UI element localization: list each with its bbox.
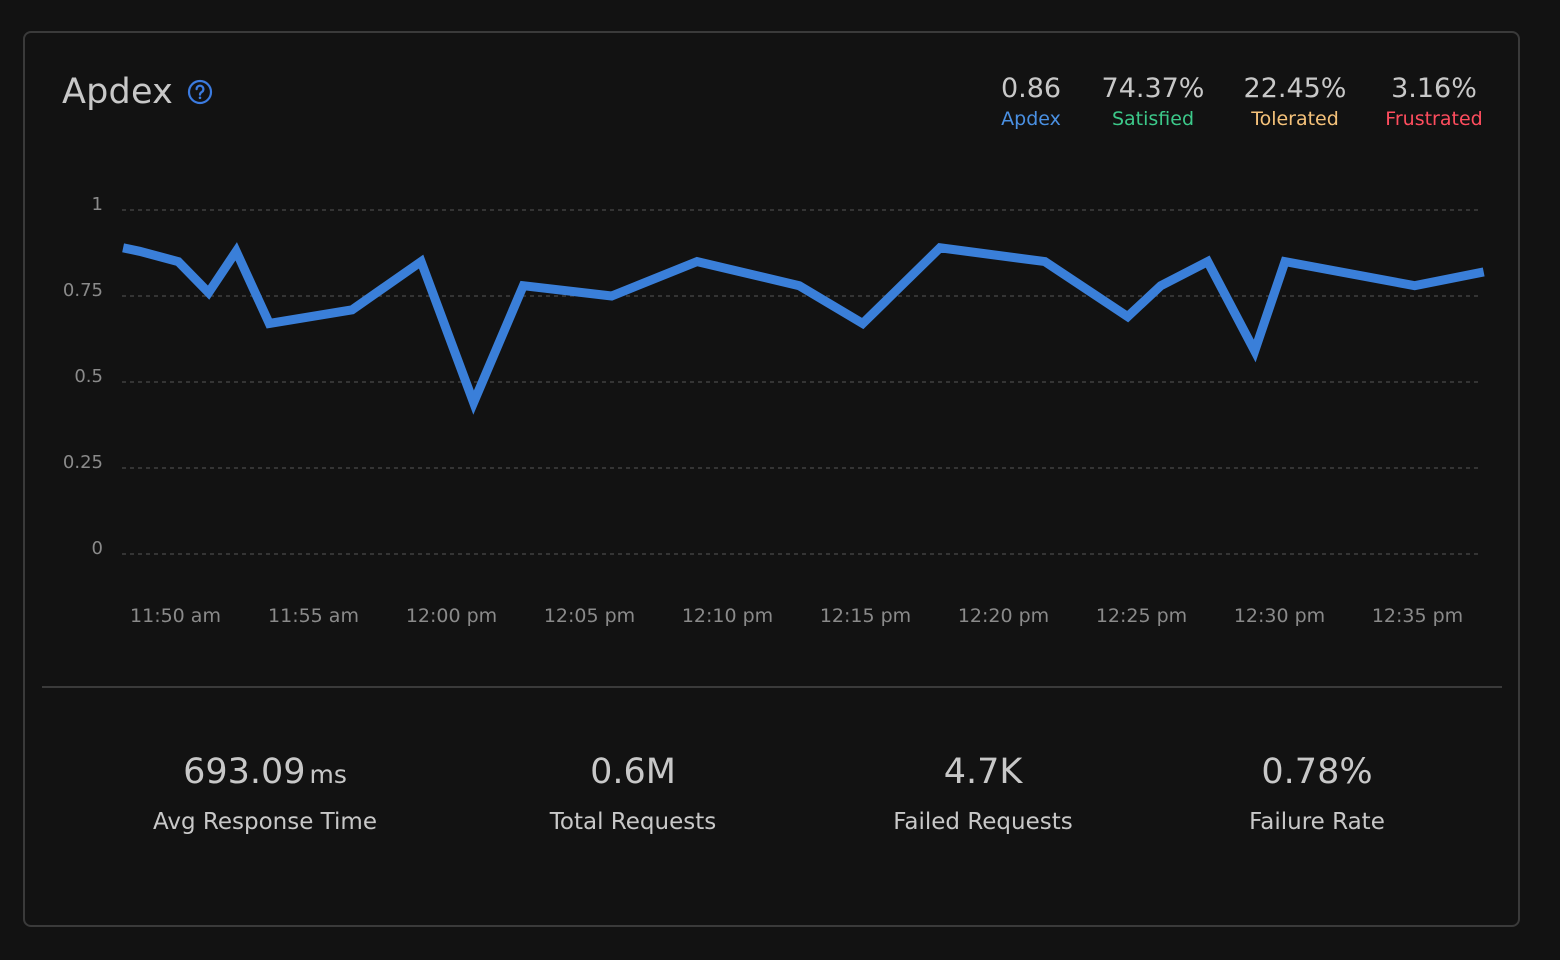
kpi-failure-rate-value: 0.78% <box>1261 752 1373 792</box>
kpi-avg-response-time-unit: ms <box>309 760 347 789</box>
kpi-avg-response-time: 693.09 ms Avg Response Time <box>105 750 425 835</box>
kpi-total-requests-label: Total Requests <box>549 809 717 835</box>
summary-frustrated-label: Frustrated <box>1385 108 1483 130</box>
panel-title: Apdex <box>62 72 174 112</box>
kpi-failure-rate-label: Failure Rate <box>1249 809 1385 835</box>
summary-satisfied-value: 74.37% <box>1101 73 1205 104</box>
summary-frustrated-value: 3.16% <box>1391 73 1477 104</box>
kpi-failed-requests: 4.7K Failed Requests <box>823 750 1143 835</box>
summary-tolerated-value: 22.45% <box>1243 73 1347 104</box>
kpi-avg-response-time-value: 693.09 <box>183 752 306 792</box>
panel-title-row: Apdex <box>62 72 213 112</box>
kpi-total-requests-value: 0.6M <box>590 752 676 792</box>
kpi-failure-rate: 0.78% Failure Rate <box>1157 750 1477 835</box>
summary-satisfied-label: Satisfied <box>1111 108 1195 130</box>
apdex-panel <box>23 31 1520 927</box>
kpi-total-requests: 0.6M Total Requests <box>473 750 793 835</box>
kpi-failed-requests-value: 4.7K <box>943 752 1023 792</box>
summary-apdex-value: 0.86 <box>1000 73 1062 104</box>
summary-tolerated-label: Tolerated <box>1251 108 1339 130</box>
question-circle-icon[interactable] <box>187 79 213 105</box>
summary-frustrated: 3.16% Frustrated <box>1354 74 1514 134</box>
summary-apdex-label: Apdex <box>1001 108 1061 130</box>
summary-tolerated: 22.45% Tolerated <box>1215 74 1375 134</box>
kpi-avg-response-time-label: Avg Response Time <box>153 809 377 835</box>
divider <box>42 686 1502 688</box>
kpi-failed-requests-label: Failed Requests <box>893 809 1073 835</box>
summary-apdex: 0.86 Apdex <box>951 74 1111 134</box>
summary-satisfied: 74.37% Satisfied <box>1073 74 1233 134</box>
